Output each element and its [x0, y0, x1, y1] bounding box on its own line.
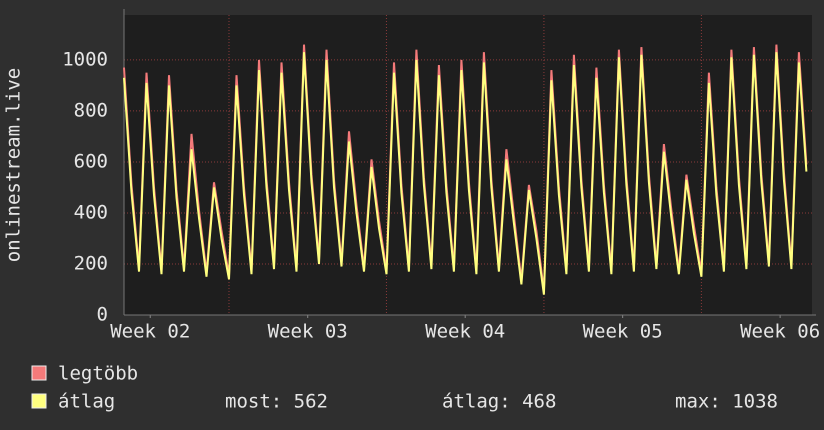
stat-label: átlag: 468 — [442, 391, 556, 413]
y-axis-label: onlinestream.live — [3, 68, 25, 262]
y-tick-label: 800 — [74, 99, 108, 121]
x-tick-label: Week 06 — [740, 321, 820, 343]
y-tick-label: 0 — [97, 304, 108, 326]
stat-label: most: 562 — [225, 391, 328, 413]
x-tick-label: Week 05 — [583, 321, 663, 343]
legend-label: legtöbb — [58, 363, 138, 385]
y-tick-label: 400 — [74, 201, 108, 223]
series-line — [123, 52, 808, 295]
x-tick-label: Week 04 — [425, 321, 505, 343]
y-tick-label: 1000 — [62, 48, 108, 70]
y-tick-label: 600 — [74, 150, 108, 172]
legend-swatch — [31, 365, 47, 381]
x-tick-label: Week 03 — [268, 321, 348, 343]
legend-swatch — [31, 393, 47, 409]
legend-label: átlag — [58, 391, 115, 413]
stat-label: max: 1038 — [675, 391, 778, 413]
x-tick-label: Week 02 — [110, 321, 190, 343]
y-tick-label: 200 — [74, 252, 108, 274]
